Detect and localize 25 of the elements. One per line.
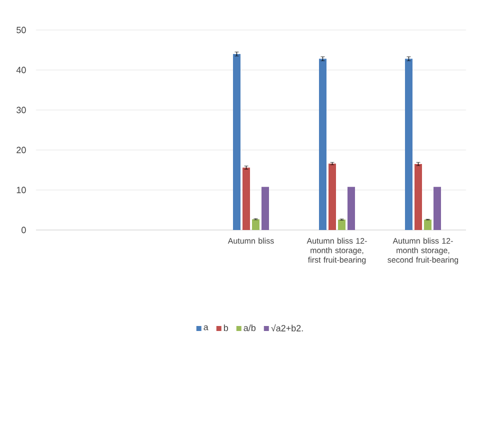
bar [338, 220, 346, 230]
bar [347, 186, 355, 230]
bar [319, 58, 326, 230]
y-tick-label: 50 [16, 26, 26, 34]
y-tick-label: 20 [16, 146, 26, 154]
bar [233, 54, 240, 230]
legend-label: √a2+b2. [271, 324, 303, 332]
y-tick-label: 0 [22, 226, 26, 234]
legend-label: a [204, 325, 208, 330]
x-tick-label: Autumn bliss 12-month storage, first fruit-bearing [306, 238, 367, 264]
bar [404, 58, 412, 230]
bar [242, 168, 250, 230]
bar [328, 164, 336, 230]
bar [433, 186, 441, 230]
x-tick-label: Autumn bliss 12-month storage, second fruit-bearing [388, 238, 458, 264]
bar [414, 164, 422, 230]
bar [262, 186, 269, 230]
y-tick-label: 40 [16, 66, 26, 74]
y-tick-label: 30 [16, 106, 26, 114]
y-tick-label: 10 [16, 186, 26, 194]
bar [424, 220, 432, 230]
x-tick-label: Autumn bliss [228, 238, 274, 244]
legend-label: a/b [244, 324, 256, 332]
legend-label: b [224, 324, 228, 332]
bar [252, 219, 260, 230]
